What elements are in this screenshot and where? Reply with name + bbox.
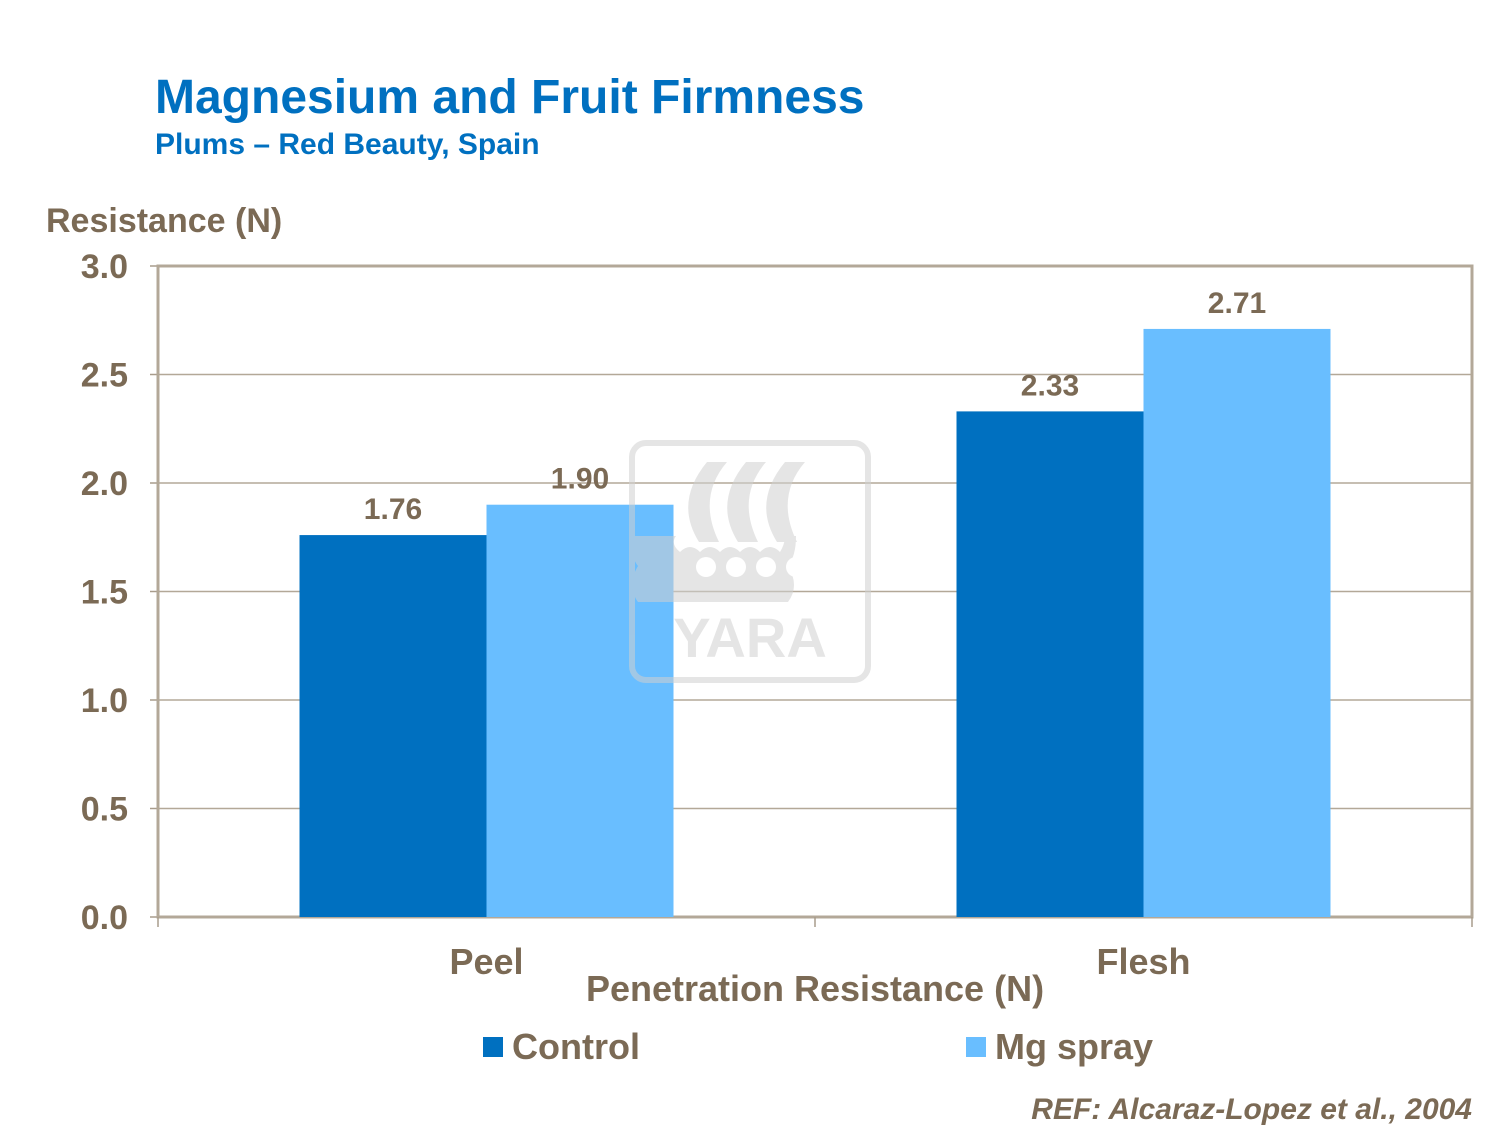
x-category-label: Peel (449, 941, 523, 982)
yara-logo-watermark: YARA (629, 440, 871, 683)
y-tick-label: 0.5 (81, 791, 128, 829)
ship-shield-icon (726, 557, 746, 577)
legend-swatch-mg-spray (966, 1037, 986, 1057)
chart-title: Magnesium and Fruit Firmness (155, 71, 865, 124)
ship-shield-icon (756, 557, 776, 577)
logo-text: YARA (673, 606, 827, 669)
y-tick-label: 3.0 (81, 248, 128, 286)
sail-icon (688, 462, 727, 542)
y-tick-label: 2.0 (81, 465, 128, 503)
data-label: 1.76 (364, 493, 422, 526)
legend-item-control: Control (483, 1026, 640, 1068)
ship-shield-icon (786, 557, 806, 577)
chart-subtitle: Plums – Red Beauty, Spain (155, 128, 540, 161)
y-tick-label: 1.0 (81, 682, 128, 720)
bar-peel-control (299, 535, 487, 917)
y-tick-label: 2.5 (81, 357, 128, 395)
sail-icon (766, 462, 805, 542)
ship-shield-icon (696, 557, 716, 577)
data-label: 1.90 (551, 463, 609, 496)
sail-icon (727, 462, 766, 542)
y-axis-label: Resistance (N) (46, 202, 283, 240)
legend-label: Mg spray (995, 1026, 1154, 1067)
data-label: 2.71 (1208, 287, 1266, 320)
logo-frame (629, 440, 871, 683)
legend-swatch-control (483, 1037, 503, 1057)
bar-flesh-control (956, 411, 1144, 917)
legend-item-mg-spray: Mg spray (966, 1026, 1153, 1068)
legend-label: Control (512, 1026, 640, 1067)
y-tick-label: 0.0 (81, 899, 128, 937)
reference-citation: REF: Alcaraz-Lopez et al., 2004 (1031, 1093, 1472, 1126)
x-category-label: Flesh (1096, 941, 1190, 982)
bar-flesh-mg-spray (1143, 328, 1331, 917)
x-axis-label: Penetration Resistance (N) (585, 968, 1045, 1009)
data-label: 2.33 (1021, 369, 1079, 402)
y-tick-label: 1.5 (81, 574, 128, 612)
